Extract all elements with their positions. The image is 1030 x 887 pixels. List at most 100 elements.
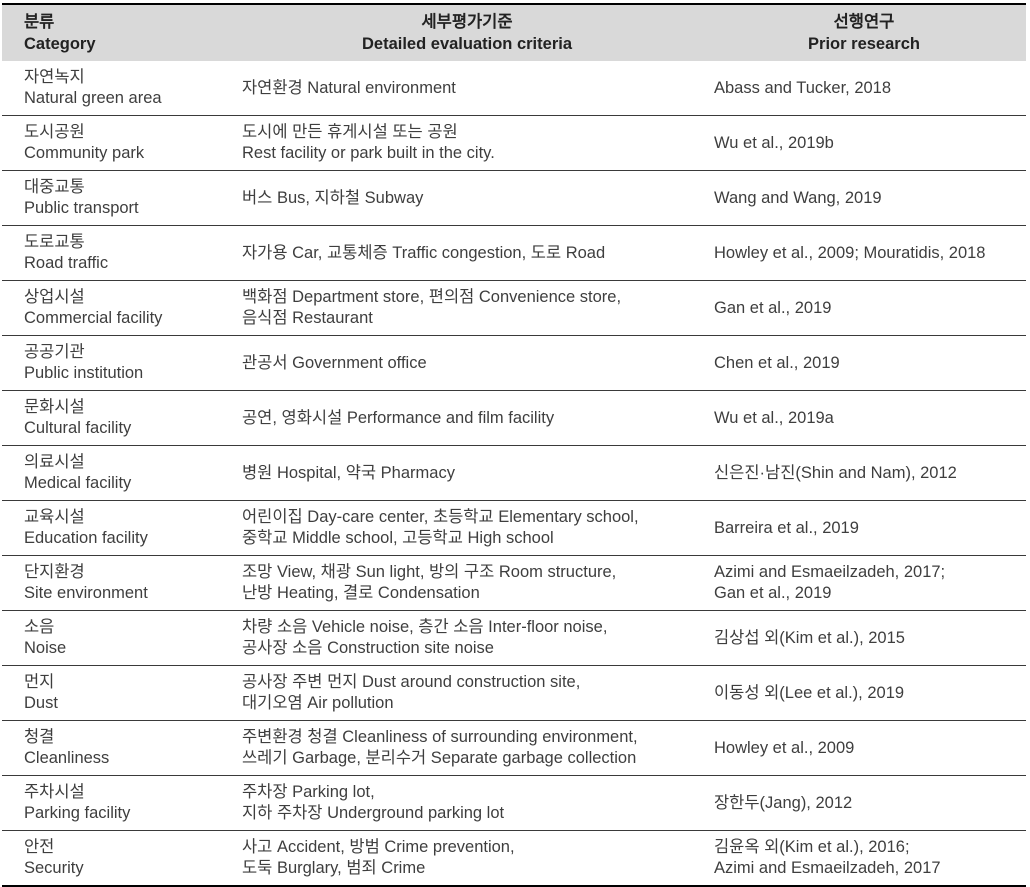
- category-label-en: Cultural facility: [24, 419, 132, 437]
- table-row: 공공기관 Public institution 관공서 Government o…: [2, 335, 1026, 390]
- criteria-cell: 버스 Bus, 지하철 Subway: [232, 188, 702, 209]
- criteria-line: 지하 주차장 Underground parking lot: [242, 804, 505, 822]
- criteria-cell: 병원 Hospital, 약국 Pharmacy: [232, 463, 702, 484]
- criteria-line: Rest facility or park built in the city.: [242, 144, 495, 162]
- category-cell: 의료시설 Medical facility: [2, 452, 232, 494]
- criteria-line: 공연, 영화시설 Performance and film facility: [242, 408, 555, 427]
- table-row: 안전 Security 사고 Accident, 방범 Crime preven…: [2, 830, 1026, 885]
- prior-research-line: 김윤옥 외(Kim et al.), 2016;: [714, 838, 910, 856]
- prior-research-line: 김상섭 외(Kim et al.), 2015: [714, 628, 905, 647]
- category-label-ko: 안전: [24, 838, 55, 856]
- table-header-row: 분류 Category 세부평가기준 Detailed evaluation c…: [2, 5, 1026, 61]
- prior-research-line: Chen et al., 2019: [714, 353, 840, 372]
- prior-research-cell: Wu et al., 2019a: [702, 408, 1026, 429]
- category-label-ko: 의료시설: [24, 453, 85, 471]
- table-row: 주차시설 Parking facility 주차장 Parking lot, 지하…: [2, 775, 1026, 830]
- prior-research-cell: Chen et al., 2019: [702, 353, 1026, 374]
- criteria-line: 난방 Heating, 결로 Condensation: [242, 584, 480, 602]
- prior-research-line: Gan et al., 2019: [714, 584, 832, 602]
- prior-research-line: 신은진·남진(Shin and Nam), 2012: [714, 463, 957, 482]
- table-row: 소음 Noise 차량 소음 Vehicle noise, 층간 소음 Inte…: [2, 610, 1026, 665]
- prior-research-line: 이동성 외(Lee et al.), 2019: [714, 683, 905, 702]
- criteria-line: 도둑 Burglary, 범죄 Crime: [242, 859, 426, 877]
- criteria-cell: 관공서 Government office: [232, 353, 702, 374]
- category-label-en: Dust: [24, 694, 58, 712]
- category-label-en: Commercial facility: [24, 309, 163, 327]
- table-row: 상업시설 Commercial facility 백화점 Department …: [2, 280, 1026, 335]
- category-label-en: Education facility: [24, 529, 148, 547]
- prior-research-cell: Barreira et al., 2019: [702, 518, 1026, 539]
- criteria-line: 사고 Accident, 방범 Crime prevention,: [242, 838, 515, 856]
- criteria-cell: 도시에 만든 휴게시설 또는 공원 Rest facility or park b…: [232, 122, 702, 164]
- header-criteria: 세부평가기준 Detailed evaluation criteria: [232, 11, 702, 55]
- category-cell: 단지환경 Site environment: [2, 562, 232, 604]
- category-cell: 자연녹지 Natural green area: [2, 67, 232, 109]
- header-prior-research: 선행연구 Prior research: [702, 11, 1026, 55]
- category-label-en: Natural green area: [24, 89, 162, 107]
- table-row: 교육시설 Education facility 어린이집 Day-care ce…: [2, 500, 1026, 555]
- header-criteria-ko: 세부평가기준: [421, 13, 513, 31]
- category-label-en: Cleanliness: [24, 749, 110, 767]
- criteria-line: 공사장 소음 Construction site noise: [242, 639, 494, 657]
- category-label-en: Community park: [24, 144, 145, 162]
- table-row: 청결 Cleanliness 주변환경 청결 Cleanliness of su…: [2, 720, 1026, 775]
- prior-research-cell: Gan et al., 2019: [702, 298, 1026, 319]
- category-cell: 대중교통 Public transport: [2, 177, 232, 219]
- category-cell: 문화시설 Cultural facility: [2, 397, 232, 439]
- category-cell: 주차시설 Parking facility: [2, 782, 232, 824]
- prior-research-line: Wu et al., 2019a: [714, 408, 834, 427]
- criteria-cell: 주차장 Parking lot, 지하 주차장 Underground parki…: [232, 782, 702, 824]
- prior-research-cell: Wang and Wang, 2019: [702, 188, 1026, 209]
- category-label-ko: 도로교통: [24, 233, 85, 251]
- category-label-ko: 단지환경: [24, 563, 85, 581]
- prior-research-cell: 김상섭 외(Kim et al.), 2015: [702, 628, 1026, 649]
- prior-research-cell: Wu et al., 2019b: [702, 133, 1026, 154]
- criteria-cell: 백화점 Department store, 편의점 Convenience st…: [232, 287, 702, 329]
- category-label-en: Site environment: [24, 584, 148, 602]
- table-row: 대중교통 Public transport 버스 Bus, 지하철 Subway…: [2, 170, 1026, 225]
- criteria-line: 관공서 Government office: [242, 353, 427, 372]
- table-row: 도시공원 Community park 도시에 만든 휴게시설 또는 공원 Res…: [2, 115, 1026, 170]
- table-row: 의료시설 Medical facility 병원 Hospital, 약국 Ph…: [2, 445, 1026, 500]
- category-label-ko: 도시공원: [24, 123, 85, 141]
- criteria-cell: 조망 View, 채광 Sun light, 방의 구조 Room struct…: [232, 562, 702, 604]
- category-cell: 도로교통 Road traffic: [2, 232, 232, 274]
- category-cell: 안전 Security: [2, 837, 232, 879]
- header-criteria-en: Detailed evaluation criteria: [362, 35, 572, 53]
- category-label-ko: 대중교통: [24, 178, 85, 196]
- category-label-ko: 문화시설: [24, 398, 85, 416]
- prior-research-line: Barreira et al., 2019: [714, 518, 859, 537]
- criteria-line: 병원 Hospital, 약국 Pharmacy: [242, 463, 455, 482]
- criteria-line: 공사장 주변 먼지 Dust around construction site,: [242, 673, 581, 691]
- criteria-cell: 어린이집 Day-care center, 초등학교 Elementary sc…: [232, 507, 702, 549]
- category-label-en: Public transport: [24, 199, 139, 217]
- category-label-ko: 소음: [24, 618, 55, 636]
- criteria-line: 주변환경 청결 Cleanliness of surrounding envir…: [242, 728, 638, 746]
- criteria-line: 조망 View, 채광 Sun light, 방의 구조 Room struct…: [242, 563, 617, 581]
- criteria-line: 중학교 Middle school, 고등학교 High school: [242, 529, 554, 547]
- category-label-ko: 자연녹지: [24, 68, 85, 86]
- criteria-cell: 사고 Accident, 방범 Crime prevention, 도둑 Burg…: [232, 837, 702, 879]
- category-label-en: Public institution: [24, 364, 144, 382]
- criteria-line: 쓰레기 Garbage, 분리수거 Separate garbage colle…: [242, 749, 637, 767]
- criteria-line: 버스 Bus, 지하철 Subway: [242, 188, 424, 207]
- prior-research-cell: Abass and Tucker, 2018: [702, 78, 1026, 99]
- criteria-line: 자연환경 Natural environment: [242, 78, 456, 97]
- header-prior-en: Prior research: [808, 35, 920, 53]
- category-cell: 도시공원 Community park: [2, 122, 232, 164]
- category-label-ko: 먼지: [24, 673, 55, 691]
- criteria-line: 차량 소음 Vehicle noise, 층간 소음 Inter-floor n…: [242, 618, 608, 636]
- prior-research-cell: Howley et al., 2009: [702, 738, 1026, 759]
- category-label-ko: 교육시설: [24, 508, 85, 526]
- evaluation-criteria-table: 분류 Category 세부평가기준 Detailed evaluation c…: [2, 3, 1026, 887]
- category-cell: 청결 Cleanliness: [2, 727, 232, 769]
- prior-research-line: Azimi and Esmaeilzadeh, 2017;: [714, 563, 946, 581]
- prior-research-line: 장한두(Jang), 2012: [714, 793, 853, 812]
- prior-research-line: Howley et al., 2009; Mouratidis, 2018: [714, 243, 986, 262]
- header-prior-ko: 선행연구: [833, 13, 895, 31]
- category-label-en: Noise: [24, 639, 67, 657]
- criteria-cell: 주변환경 청결 Cleanliness of surrounding envir…: [232, 727, 702, 769]
- table-body: 자연녹지 Natural green area 자연환경 Natural env…: [2, 61, 1026, 885]
- criteria-line: 주차장 Parking lot,: [242, 783, 375, 801]
- prior-research-cell: 김윤옥 외(Kim et al.), 2016; Azimi and Esmaei…: [702, 837, 1026, 879]
